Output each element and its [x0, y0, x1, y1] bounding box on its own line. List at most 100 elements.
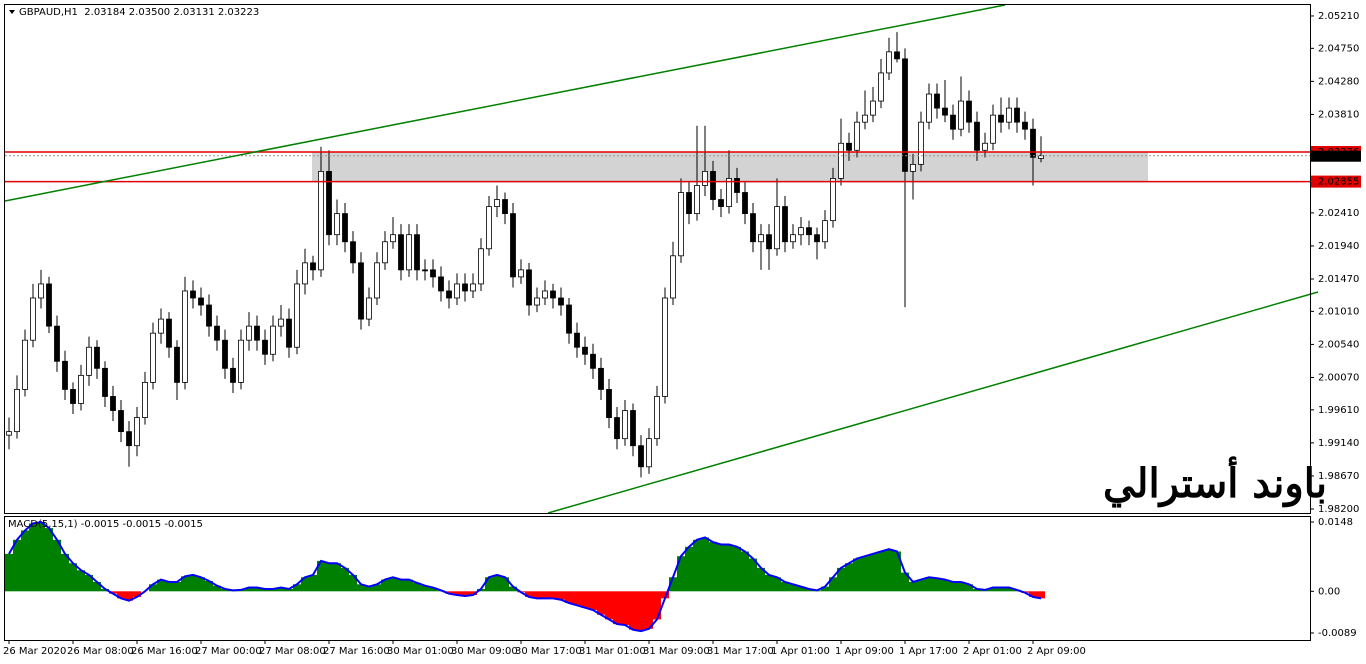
candle-body: [502, 199, 508, 215]
candle-body: [598, 367, 604, 390]
candle-body: [1022, 121, 1028, 130]
trend-line: [4, 4, 1006, 202]
macd-bar: [37, 522, 45, 592]
candle-body: [886, 51, 892, 74]
candle-body: [238, 339, 244, 383]
x-tick-label: 31 Mar 17:00: [707, 646, 774, 657]
macd-bar: [749, 558, 757, 592]
macd-bar: [789, 584, 797, 592]
macd-bar: [989, 587, 997, 592]
macd-bar: [117, 591, 125, 599]
y-tick-label: 1.99610: [1318, 405, 1359, 416]
macd-frame: [4, 516, 1311, 641]
price-zone: [312, 151, 1148, 182]
candle-body: [518, 269, 524, 278]
macd-bar: [325, 563, 333, 592]
macd-bar: [157, 579, 165, 592]
macd-bar: [909, 581, 917, 592]
macd-bar: [317, 560, 325, 592]
candle-body: [646, 438, 652, 468]
candle-body: [614, 417, 620, 440]
x-tick-label: 2 Apr 09:00: [1027, 646, 1086, 657]
candle-body: [566, 304, 572, 334]
price-label: 2.02855: [1318, 177, 1359, 188]
last-price-label: 2.03223: [1318, 151, 1359, 162]
candle-body: [438, 276, 444, 292]
macd-bar: [181, 576, 189, 592]
candle-body: [462, 283, 468, 292]
candle-body: [198, 297, 204, 306]
candle-body: [1006, 107, 1012, 123]
candle-body: [662, 297, 668, 397]
y-tick-label: 2.02410: [1318, 208, 1359, 219]
x-tick-label: 1 Apr 01:00: [771, 646, 830, 657]
macd-bar: [885, 549, 893, 592]
candle-body: [830, 178, 836, 222]
x-tick-label: 27 Mar 08:00: [259, 646, 326, 657]
macd-bar: [261, 588, 269, 592]
candle-body: [950, 114, 956, 130]
candle-body: [94, 346, 100, 369]
trend-line: [547, 291, 1319, 514]
y-tick-label: 1.99140: [1318, 438, 1359, 449]
candle-body: [622, 410, 628, 440]
candle-body: [846, 142, 852, 151]
macd-bar: [445, 591, 453, 594]
macd-bar: [413, 582, 421, 592]
candle-body: [446, 290, 452, 299]
price-label-box: [1311, 175, 1361, 188]
candle-body: [406, 234, 412, 271]
candle-body: [278, 318, 284, 327]
macd-bar: [877, 551, 885, 592]
x-tick-label: 26 Mar 08:00: [67, 646, 134, 657]
candle-body: [854, 121, 860, 151]
candle-body: [302, 262, 308, 285]
candle-body: [14, 389, 20, 433]
macd-bar: [421, 585, 429, 592]
macd-bar: [5, 553, 13, 592]
candle-body: [814, 234, 820, 243]
macd-bar: [853, 558, 861, 592]
macd-bar: [549, 591, 557, 599]
macd-bar: [205, 581, 213, 592]
candle-body: [670, 255, 676, 299]
macd-bar: [85, 574, 93, 592]
candle-body: [838, 142, 844, 179]
macd-bar: [613, 591, 621, 625]
macd-bar: [941, 579, 949, 592]
candle-body: [758, 234, 764, 243]
candle-body: [262, 339, 268, 355]
x-tick-label: 2 Apr 01:00: [963, 646, 1022, 657]
zone-layer: [312, 151, 1148, 182]
candle-body: [878, 72, 884, 102]
macd-bar: [525, 591, 533, 597]
macd-bar: [597, 591, 605, 615]
y-tick-label: 2.00540: [1318, 339, 1359, 350]
candle-body: [870, 100, 876, 116]
plot-layer: 2.05210 2.04750 2.04280 2.03810 2.02410 2.019…: [3, 11, 1361, 657]
candle-body: [1030, 128, 1036, 158]
macd-bar: [685, 546, 693, 592]
x-tick-label: 30 Mar 09:00: [451, 646, 518, 657]
candle-body: [702, 171, 708, 186]
macd-bar: [373, 584, 381, 592]
candle-body: [654, 396, 660, 440]
candle-body: [422, 269, 428, 272]
macd-bar: [621, 591, 629, 626]
macd-bar: [405, 579, 413, 592]
candle-body: [30, 297, 36, 341]
macd-bar: [29, 523, 37, 592]
x-tick-label: 30 Mar 17:00: [515, 646, 582, 657]
candle-body: [430, 269, 436, 278]
candle-body: [862, 114, 868, 123]
macd-bar: [845, 563, 853, 592]
candle-body: [726, 178, 732, 207]
candle-body: [366, 297, 372, 320]
menu-arrow[interactable]: [9, 10, 15, 14]
macd-bar: [653, 591, 661, 620]
macd-bar: [277, 587, 285, 592]
y-tick-label: 1.98200: [1318, 504, 1359, 515]
candle-body: [918, 121, 924, 165]
macd-bar: [645, 591, 653, 629]
macd-bar: [133, 591, 141, 597]
